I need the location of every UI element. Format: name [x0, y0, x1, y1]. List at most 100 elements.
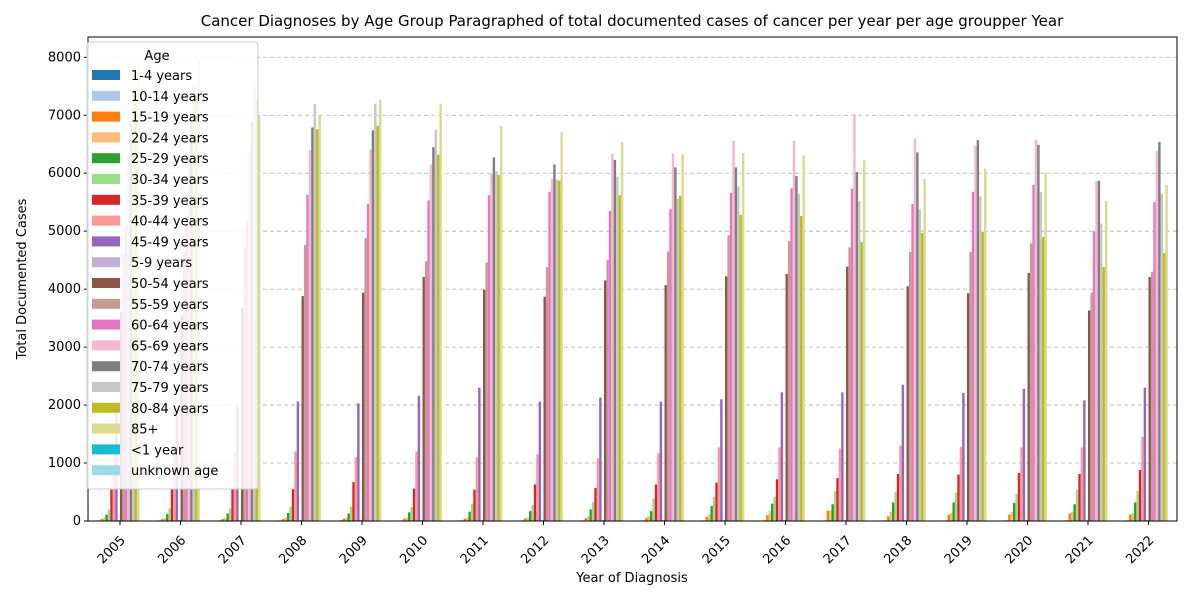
- bar: [466, 518, 468, 521]
- bar: [287, 513, 289, 521]
- bar: [1023, 389, 1025, 521]
- legend-swatch: [92, 112, 120, 122]
- legend-label: 45-49 years: [131, 235, 209, 250]
- bar: [1083, 400, 1085, 521]
- bar: [1011, 512, 1013, 521]
- bar: [1129, 515, 1131, 521]
- bar: [776, 479, 778, 521]
- bar: [781, 392, 783, 521]
- y-axis-label: Total Documented Cases: [15, 198, 30, 360]
- bar: [594, 488, 596, 521]
- legend-swatch: [92, 91, 120, 101]
- bar: [735, 167, 737, 521]
- bar: [108, 509, 110, 521]
- bar: [652, 498, 654, 521]
- bar: [969, 252, 971, 521]
- bar: [771, 504, 773, 521]
- bar: [1028, 273, 1030, 521]
- bar: [650, 511, 652, 521]
- bar: [374, 104, 376, 521]
- legend-swatch: [92, 299, 120, 309]
- bar: [856, 172, 858, 521]
- y-tick-label: 8000: [48, 50, 81, 65]
- bar: [677, 199, 679, 521]
- bar: [621, 142, 623, 521]
- bar: [773, 497, 775, 521]
- bar: [790, 188, 792, 521]
- bar: [921, 233, 923, 521]
- bar: [967, 293, 969, 521]
- bar: [863, 160, 865, 521]
- bar: [439, 104, 441, 521]
- bar: [1151, 272, 1153, 521]
- bar: [795, 176, 797, 521]
- bar: [669, 209, 671, 521]
- bar: [902, 385, 904, 521]
- bar: [1088, 311, 1090, 521]
- bar: [766, 515, 768, 521]
- bar: [708, 515, 710, 521]
- bar: [890, 512, 892, 521]
- bar: [357, 403, 359, 521]
- bar: [715, 483, 717, 521]
- x-tick-label: 2010: [397, 533, 431, 567]
- bar: [848, 247, 850, 521]
- bar: [437, 155, 439, 521]
- legend-label: 25-29 years: [131, 152, 209, 167]
- bar: [309, 150, 311, 521]
- bar: [292, 489, 294, 521]
- bar: [560, 132, 562, 521]
- bar: [597, 458, 599, 521]
- bar: [950, 513, 952, 521]
- bar: [798, 194, 800, 521]
- legend-swatch: [92, 403, 120, 413]
- bar: [534, 484, 536, 521]
- bar: [827, 511, 829, 521]
- bar: [364, 238, 366, 521]
- bar: [1040, 192, 1042, 521]
- bar: [793, 141, 795, 521]
- bar: [377, 126, 379, 521]
- bar: [984, 169, 986, 521]
- bar: [1158, 142, 1160, 521]
- bar: [406, 518, 408, 521]
- bar: [1081, 447, 1083, 521]
- bar: [483, 290, 485, 521]
- bar: [957, 475, 959, 521]
- x-tick-label: 2014: [639, 533, 673, 567]
- bar: [962, 393, 964, 521]
- bar: [498, 175, 500, 521]
- x-tick-label: 2021: [1063, 533, 1097, 567]
- bar: [887, 516, 889, 521]
- bar: [410, 507, 412, 521]
- bar: [786, 274, 788, 521]
- bar: [960, 447, 962, 521]
- legend-swatch: [92, 236, 120, 246]
- bar: [829, 511, 831, 521]
- legend-label: 10-14 years: [131, 90, 209, 105]
- bar: [740, 215, 742, 521]
- y-tick-label: 1000: [48, 456, 81, 471]
- bar: [430, 165, 432, 521]
- bar: [1132, 513, 1134, 521]
- bar: [619, 195, 621, 521]
- bar: [834, 491, 836, 521]
- bar: [1161, 194, 1163, 521]
- legend-label: 35-39 years: [131, 194, 209, 209]
- x-tick-label: 2007: [216, 533, 250, 567]
- bar: [592, 502, 594, 521]
- bar: [907, 286, 909, 521]
- x-tick-label: 2017: [821, 533, 855, 567]
- legend-label: 60-64 years: [131, 319, 209, 334]
- bar: [681, 154, 683, 521]
- legend-swatch: [92, 174, 120, 184]
- bar: [710, 506, 712, 521]
- legend-swatch: [92, 320, 120, 330]
- bar: [788, 241, 790, 521]
- bar: [718, 447, 720, 521]
- x-tick-label: 2009: [337, 533, 371, 567]
- bar: [667, 251, 669, 521]
- y-tick-label: 0: [73, 514, 81, 529]
- legend-swatch: [92, 257, 120, 267]
